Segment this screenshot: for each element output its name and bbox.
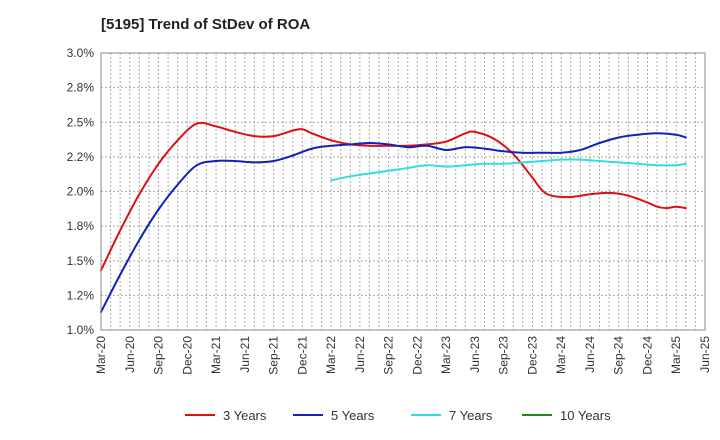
plot-frame [100, 52, 706, 331]
legend-label-3-years: 3 Years [223, 408, 267, 423]
legend-label-10-years: 10 Years [560, 408, 611, 423]
x-tick-label: Jun-23 [468, 336, 482, 373]
x-tick-label: Mar-22 [324, 336, 338, 374]
series-line-3-years [100, 121, 687, 272]
x-tick-label: Sep-24 [612, 336, 626, 375]
y-tick-label: 1.8% [67, 219, 95, 233]
x-tick-label: Sep-20 [152, 336, 166, 375]
x-axis-ticks: Mar-20 Jun-20 Sep-20 Dec-20 Mar-21 Jun-21 Sep-… [94, 336, 712, 375]
y-tick-label: 2.2% [67, 150, 95, 164]
y-tick-label: 1.0% [67, 323, 95, 337]
x-tick-label: Jun-22 [353, 336, 367, 373]
x-tick-label: Dec-20 [180, 336, 194, 375]
series-line-5-years [100, 132, 687, 313]
x-tick-label: Sep-22 [382, 336, 396, 375]
x-tick-label: Dec-23 [525, 336, 539, 375]
x-tick-label: Dec-24 [640, 336, 654, 375]
y-tick-label: 1.5% [67, 254, 95, 268]
x-tick-label: Mar-24 [554, 336, 568, 374]
x-tick-label: Mar-20 [94, 336, 108, 374]
x-tick-label: Mar-21 [209, 336, 223, 374]
y-tick-label: 2.0% [67, 185, 95, 199]
series-line-7-years [330, 158, 687, 182]
series-lines [100, 121, 687, 313]
y-tick-label: 3.0% [67, 46, 95, 60]
x-tick-label: Mar-25 [669, 336, 683, 374]
x-tick-label: Sep-21 [267, 336, 281, 375]
x-tick-label: Sep-23 [497, 336, 511, 375]
y-tick-label: 2.8% [67, 81, 95, 95]
y-tick-label: 2.5% [67, 115, 95, 129]
x-tick-label: Dec-21 [295, 336, 309, 375]
x-tick-label: Jun-25 [698, 336, 712, 373]
x-tick-label: Jun-21 [238, 336, 252, 373]
x-tick-label: Mar-23 [439, 336, 453, 374]
grid-lines [100, 52, 706, 331]
x-tick-label: Jun-20 [123, 336, 137, 373]
x-tick-label: Dec-22 [410, 336, 424, 375]
legend-label-5-years: 5 Years [331, 408, 375, 423]
y-axis-ticks: 1.0% 1.2% 1.5% 1.8% 2.0% 2.2% 2.5% 2.8% 3.0% [67, 46, 95, 337]
legend-label-7-years: 7 Years [449, 408, 493, 423]
x-tick-label: Jun-24 [583, 336, 597, 373]
chart-title: [5195] Trend of StDev of ROA [101, 16, 310, 33]
y-tick-label: 1.2% [67, 288, 95, 302]
legend: 3 Years 5 Years 7 Years 10 Years [185, 408, 611, 423]
